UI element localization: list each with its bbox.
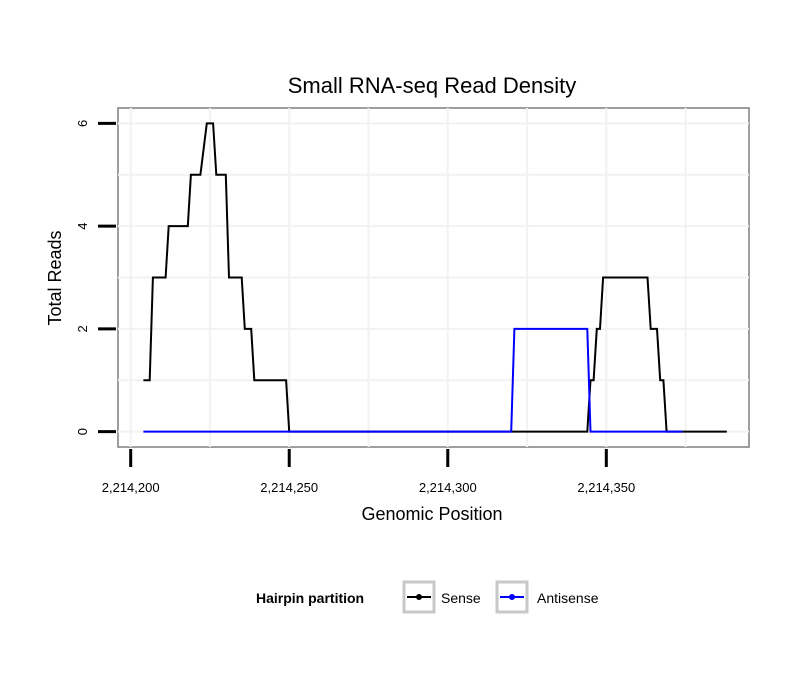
y-axis-title: Total Reads xyxy=(45,230,65,325)
legend-title: Hairpin partition xyxy=(256,590,364,606)
x-tick-label: 2,214,200 xyxy=(102,480,160,495)
chart-title: Small RNA-seq Read Density xyxy=(288,73,577,98)
legend: Hairpin partition Sense Antisense xyxy=(256,580,599,614)
x-axis: 2,214,200 2,214,250 2,214,300 2,214,350 xyxy=(102,449,635,495)
y-tick-label: 4 xyxy=(75,223,90,230)
x-tick-label: 2,214,300 xyxy=(419,480,477,495)
y-axis: 0 2 4 6 xyxy=(75,120,116,435)
legend-item-sense: Sense xyxy=(402,580,481,614)
legend-label-antisense: Antisense xyxy=(537,590,599,606)
x-axis-title: Genomic Position xyxy=(361,504,502,524)
y-tick-label: 0 xyxy=(75,428,90,435)
series-lines xyxy=(143,122,727,433)
y-tick-label: 6 xyxy=(75,120,90,127)
x-tick-label: 2,214,350 xyxy=(577,480,635,495)
legend-dot-antisense xyxy=(509,594,515,600)
legend-dot-sense xyxy=(416,594,422,600)
series-line-antisense xyxy=(143,327,683,433)
x-tick-label: 2,214,250 xyxy=(260,480,318,495)
legend-item-antisense: Antisense xyxy=(495,580,599,614)
legend-label-sense: Sense xyxy=(441,590,481,606)
y-tick-label: 2 xyxy=(75,325,90,332)
series-line-sense xyxy=(143,122,727,433)
